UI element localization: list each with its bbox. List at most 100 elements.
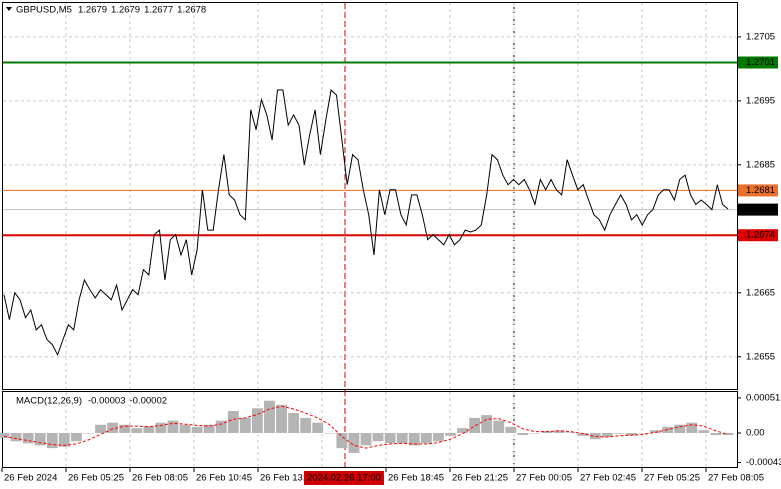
macd-bar: [167, 420, 179, 434]
macd-bar: [601, 433, 613, 438]
x-tick-label: 27 Feb 00:05: [516, 473, 572, 484]
macd-bar: [10, 433, 22, 442]
level-label: 1.2674: [746, 230, 775, 241]
level-label: 1.2678: [746, 204, 775, 215]
macd-bar: [143, 426, 155, 434]
macd-bar: [674, 424, 686, 434]
cursor-label: 2024.02.26 17:00: [307, 473, 381, 484]
cursor-label-bg: [304, 471, 384, 485]
macd-bar: [481, 415, 493, 434]
macd-bar: [264, 400, 275, 434]
macd-bar: [58, 433, 70, 447]
x-tick-label: 26 Feb 08:05: [132, 473, 188, 484]
macd-bar: [239, 417, 251, 434]
macd-bar: [70, 433, 82, 442]
macd-bar: [0, 433, 10, 438]
macd-bar: [348, 433, 360, 453]
signal-line: [3, 405, 729, 449]
title-value: 1.2679: [78, 5, 107, 16]
x-tick-label: 27 Feb 02:45: [580, 473, 636, 484]
macd-bar: [577, 433, 589, 436]
macd-bar: [179, 424, 191, 434]
macd-bar: [553, 430, 565, 434]
title-value: 1.2679: [111, 5, 140, 16]
macd-bar: [336, 433, 348, 449]
price-line: [3, 88, 729, 357]
macd-bar: [420, 433, 432, 444]
macd-frame: [2, 391, 738, 468]
macd-bar: [505, 426, 517, 434]
macd-bar: [517, 433, 529, 436]
macd-title: MACD(12,26,9): [16, 396, 82, 407]
macd-bar: [396, 433, 408, 444]
x-tick-label: 26 Feb 2024: [4, 473, 57, 484]
main-frame: [2, 2, 738, 390]
macd-bar: [650, 430, 662, 434]
level-label-bg: [738, 229, 778, 242]
macd-bar: [529, 433, 541, 434]
y-tick-label: 1.2705: [746, 31, 775, 42]
macd-bar: [324, 433, 336, 434]
level-label-bg: [738, 203, 778, 216]
x-tick-label: 26 Feb 10:45: [196, 473, 252, 484]
level-label: 1.2701: [746, 57, 775, 68]
chart-title: GBPUSD,M5: [16, 5, 72, 16]
macd-bar: [227, 411, 239, 434]
macd-bar: [119, 424, 131, 434]
macd-bar: [469, 417, 481, 434]
macd-bar: [613, 433, 625, 434]
macd-bar: [360, 433, 372, 446]
y-tick-label: 1.2695: [746, 95, 775, 106]
macd-bar: [312, 422, 324, 434]
x-tick-label: 26 Feb 13:25: [260, 473, 316, 484]
macd-bar: [107, 422, 119, 434]
macd-bar: [372, 433, 384, 442]
macd-bar: [300, 417, 312, 434]
macd-bar: [686, 422, 698, 434]
macd-bar: [698, 430, 710, 434]
macd-bar: [457, 428, 468, 434]
macd-bar: [191, 426, 203, 434]
title-value: -0.00003: [88, 396, 126, 407]
macd-bar: [276, 404, 287, 434]
y-tick-label: 1.2685: [746, 159, 775, 170]
macd-bar: [203, 424, 215, 434]
x-tick-label: 27 Feb 05:25: [644, 473, 700, 484]
macd-bar: [626, 433, 637, 436]
macd-bar: [710, 433, 722, 436]
x-tick-label: 26 Feb 05:25: [68, 473, 124, 484]
macd-bar: [288, 413, 300, 434]
y-tick-label: -0.00043: [746, 457, 781, 468]
macd-bar: [251, 408, 263, 434]
macd-bar: [95, 424, 106, 434]
macd-bar: [565, 432, 577, 434]
title-arrow: [6, 7, 12, 11]
macd-bar: [408, 433, 420, 446]
macd-bar: [638, 433, 649, 434]
y-tick-label: 0.00: [746, 428, 765, 439]
level-label-bg: [738, 56, 778, 69]
macd-bar: [432, 433, 444, 442]
y-tick-label: 1.2665: [746, 287, 775, 298]
title-value: -0.00002: [130, 396, 168, 407]
title-value: 1.2678: [177, 5, 206, 16]
macd-bar: [155, 422, 167, 434]
macd-bar: [131, 428, 143, 434]
macd-bar: [215, 420, 227, 434]
macd-bar: [46, 433, 58, 449]
level-label: 1.2681: [746, 185, 775, 196]
macd-bar: [22, 433, 34, 444]
macd-bar: [83, 433, 94, 434]
macd-bar: [589, 433, 601, 440]
macd-bar: [384, 433, 396, 444]
x-tick-label: 27 Feb 08:05: [708, 473, 764, 484]
y-tick-label: 0.00051: [746, 392, 780, 403]
macd-bar: [34, 433, 46, 446]
level-label-bg: [738, 184, 778, 197]
macd-bar: [493, 420, 505, 434]
x-tick-label: 26 Feb 21:25: [452, 473, 508, 484]
macd-bar: [445, 433, 456, 436]
